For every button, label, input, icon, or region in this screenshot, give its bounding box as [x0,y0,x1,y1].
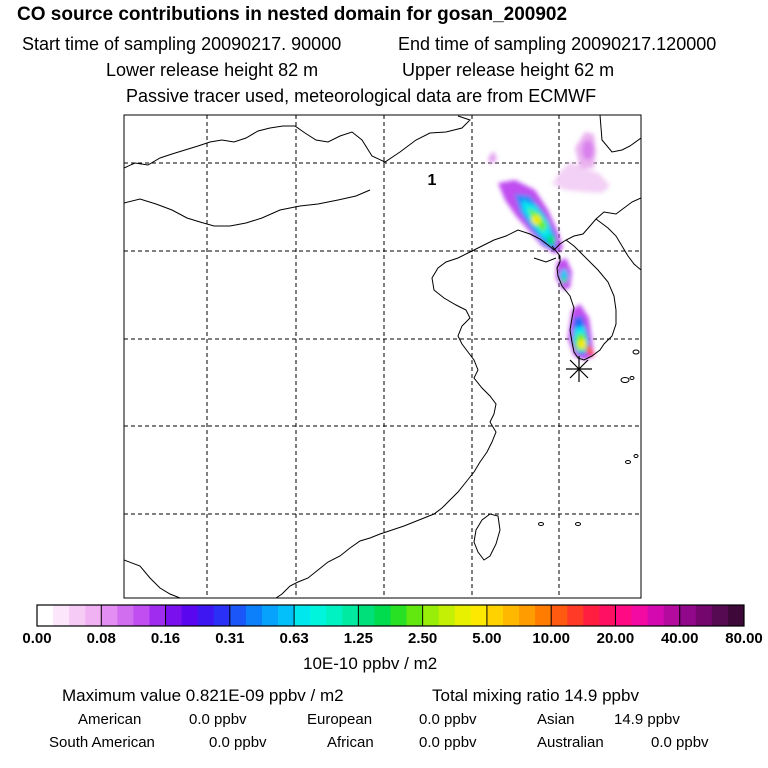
australian-label: Australian [537,734,604,751]
colorbar-swatch [470,605,488,626]
colorbar-swatch [599,605,616,626]
map-frame [123,114,642,599]
colorbar-swatch [502,605,520,626]
colorbar-swatch [567,605,584,626]
european-value: 0.0 ppbv [419,711,477,728]
receptor-marker-icon [566,356,592,382]
panel-label: 1 [428,172,437,189]
colorbar-swatch [406,605,424,626]
colorbar-swatch [197,605,215,626]
concentration-plume [488,132,610,360]
colorbar-swatch [519,605,536,626]
colorbar-swatch [535,605,552,626]
colorbar-swatch [261,605,279,626]
colorbar-swatch [117,605,134,626]
african-value: 0.0 ppbv [419,734,477,751]
colorbar-swatch [631,605,648,626]
colorbar-swatch [229,605,247,626]
colorbar-tick-label: 0.16 [150,630,181,647]
colorbar-swatch [615,605,632,626]
plot-title: CO source contributions in nested domain… [17,4,568,25]
colorbar-tick-label: 0.08 [86,630,116,647]
colorbar-frame [36,604,745,627]
colorbar-swatch [37,605,54,626]
upper-release-text: Upper release height 62 m [402,60,615,80]
colorbar-swatch [310,605,327,626]
colorbar-swatch [278,605,295,626]
australian-value: 0.0 ppbv [651,734,709,751]
african-label: African [327,734,374,751]
colorbar [37,605,745,626]
colorbar-swatch [213,605,231,626]
total-mixing-text: Total mixing ratio 14.9 ppbv [432,686,639,705]
colorbar-tick-label: 1.25 [343,630,373,647]
colorbar-swatch [663,605,681,626]
colorbar-swatch [165,605,183,626]
tracer-note-text: Passive tracer used, meteorological data… [126,86,597,106]
colorbar-swatch [374,605,391,626]
european-label: European [307,711,373,728]
colorbar-swatch [695,605,713,626]
small-islands [538,349,640,526]
asian-value: 14.9 ppbv [614,711,680,728]
colorbar-swatch [486,605,504,626]
colorbar-swatch [294,605,311,626]
colorbar-tick-label: 0.31 [215,630,245,647]
colorbar-swatch [551,605,568,626]
colorbar-swatch [727,605,745,626]
colorbar-tick-label: 0.00 [22,630,52,647]
colorbar-tick-label: 0.63 [279,630,309,647]
colorbar-swatch [454,605,472,626]
colorbar-swatch [69,605,86,626]
american-label: American [78,711,142,728]
colorbar-tick-label: 80.00 [725,630,763,647]
colorbar-swatch [583,605,600,626]
colorbar-swatch [711,605,729,626]
coastlines [124,115,641,598]
colorbar-tick-label: 20.00 [596,630,635,647]
colorbar-swatch [342,605,359,626]
colorbar-swatch [358,605,375,626]
colorbar-swatch [53,605,70,626]
colorbar-swatch [245,605,263,626]
start-time-text: Start time of sampling 20090217. 90000 [22,34,342,54]
end-time-text: End time of sampling 20090217.120000 [398,34,717,54]
south-american-value: 0.0 ppbv [209,734,267,751]
colorbar-swatch [422,605,440,626]
colorbar-swatch [133,605,150,626]
colorbar-swatch [149,605,166,626]
colorbar-unit: 10E-10 ppbv / m2 [303,654,438,673]
colorbar-tick-label: 2.50 [408,630,438,647]
colorbar-tick-label: 40.00 [660,630,699,647]
lower-release-text: Lower release height 82 m [106,60,319,80]
colorbar-swatch [181,605,199,626]
colorbar-swatch [438,605,456,626]
colorbar-swatch [390,605,407,626]
colorbar-swatch [326,605,343,626]
colorbar-swatch [679,605,697,626]
colorbar-swatch [647,605,665,626]
lat-lon-grid [124,115,641,598]
asian-label: Asian [537,711,575,728]
colorbar-swatch [85,605,102,626]
colorbar-swatch [101,605,118,626]
map-panel: 1 [124,115,641,598]
maximum-value-text: Maximum value 0.821E-09 ppbv / m2 [62,686,344,705]
american-value: 0.0 ppbv [189,711,247,728]
colorbar-tick-label: 5.00 [472,630,502,647]
colorbar-tick-label: 10.00 [532,630,570,647]
south-american-label: South American [49,734,155,751]
